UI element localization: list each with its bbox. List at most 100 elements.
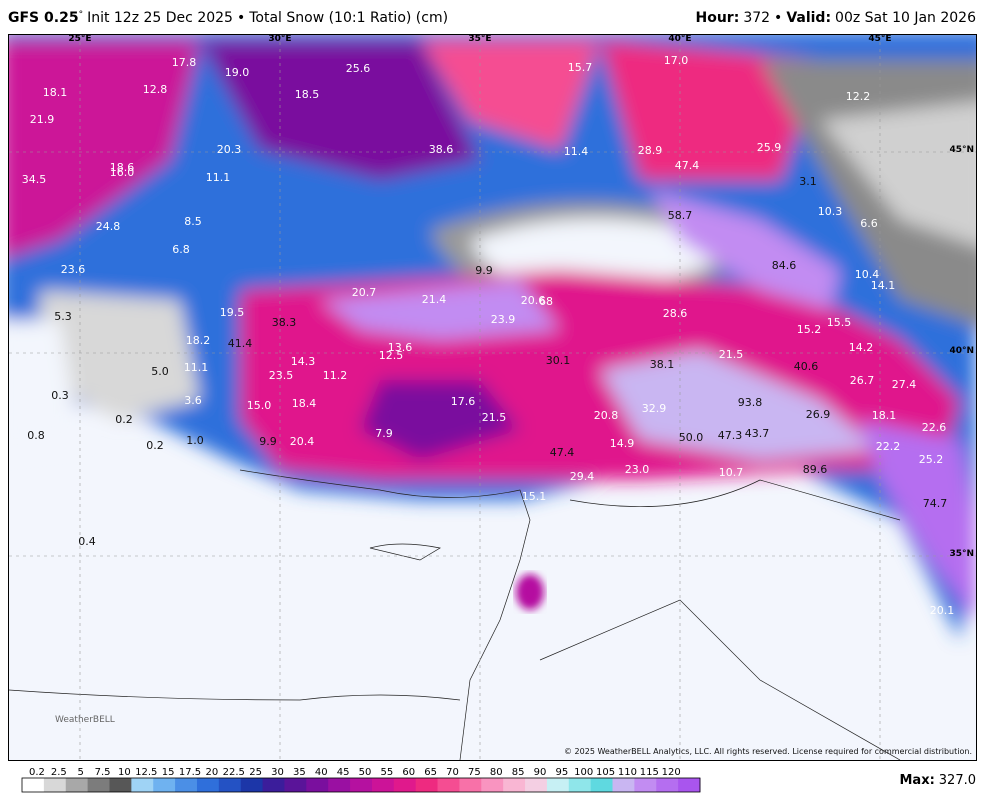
colorbar-label: 100: [574, 767, 593, 778]
point-label: 15.5: [827, 316, 852, 329]
point-label: 47.3: [718, 429, 743, 442]
point-label: 18.5: [295, 88, 320, 101]
point-label: 18.1: [872, 409, 897, 422]
colorbar-label: 5: [77, 767, 83, 778]
colorbar-label: 7.5: [95, 767, 111, 778]
colorbar-label: 35: [293, 767, 306, 778]
point-label: 74.7: [923, 497, 948, 510]
colorbar-cell: [196, 778, 220, 792]
colorbar-label: 30: [271, 767, 284, 778]
point-label: 27.4: [892, 378, 917, 391]
colorbar-cell: [546, 778, 570, 792]
colorbar-label: 25: [249, 767, 262, 778]
colorbar-label: 85: [512, 767, 525, 778]
point-label: 29.4: [570, 470, 595, 483]
point-label: 7.9: [375, 427, 393, 440]
lat-label: 40°N: [949, 346, 974, 356]
colorbar-label: 20: [206, 767, 219, 778]
colorbar-cell: [328, 778, 351, 792]
point-label: 15.7: [568, 61, 593, 74]
colorbar-label: 80: [490, 767, 503, 778]
point-label: 15.0: [247, 399, 272, 412]
point-label: 9.9: [475, 264, 493, 277]
colorbar-label: 115: [640, 767, 659, 778]
colorbar-cell: [678, 778, 701, 792]
colorbar-label: 55: [381, 767, 394, 778]
max: Max: 327.0: [899, 773, 976, 788]
point-label: 10.4: [855, 268, 880, 281]
point-label: 23.0: [625, 463, 650, 476]
point-label: 58.7: [668, 209, 693, 222]
point-label: 25.6: [346, 62, 371, 75]
point-label: 15.1: [522, 490, 547, 503]
colorbar-label: 40: [315, 767, 328, 778]
colorbar-label: 2.5: [51, 767, 67, 778]
colorbar-cell: [590, 778, 614, 792]
point-label: 20.8: [594, 409, 619, 422]
header-left: GFS 0.25° Init 12z 25 Dec 2025 • Total Snow…: [8, 10, 448, 26]
point-label: 14.1: [871, 279, 896, 292]
hour: 372: [743, 10, 770, 26]
point-label: 25.9: [757, 141, 782, 154]
colorbar-cell: [22, 778, 45, 792]
point-label: 0.8: [27, 429, 45, 442]
colorbar-cell: [656, 778, 679, 792]
model: GFS 0.25: [8, 10, 79, 26]
point-label: 20.7: [352, 286, 377, 299]
point-label: 47.4: [550, 446, 575, 459]
map-frame: [8, 34, 977, 761]
point-label: 17.6: [451, 395, 476, 408]
point-label: 18.2: [186, 334, 211, 347]
colorbar-label: 15: [162, 767, 175, 778]
point-label: 20.3: [217, 143, 242, 156]
point-label: 14.2: [849, 341, 874, 354]
point-label: 21.5: [482, 411, 507, 424]
colorbar-cell: [503, 778, 526, 792]
colorbar-label: 17.5: [179, 767, 201, 778]
valid-label: Valid:: [786, 10, 831, 26]
colorbar-cell: [175, 778, 198, 792]
colorbar-label: 0.2: [29, 767, 45, 778]
colorbar-cell: [306, 778, 329, 792]
colorbar-cell: [634, 778, 657, 792]
point-label: 43.7: [745, 427, 770, 440]
point-label: 38.3: [272, 316, 297, 329]
point-label: 0.2: [115, 413, 133, 426]
point-label: 34.5: [22, 173, 47, 186]
lon-label: 40°E: [668, 34, 691, 44]
point-label: 20.4: [290, 435, 315, 448]
colorbar-label: 60: [402, 767, 415, 778]
map: 25°E 30°E 35°E 40°E 45°E 45°N 40°N 35°N 17.8 19.0…: [9, 34, 976, 760]
logo: WeatherBELL: [55, 715, 115, 725]
header-right: Hour: 372 • Valid: 00z Sat 10 Jan 2026: [696, 10, 977, 26]
colorbar-label: 95: [555, 767, 568, 778]
point-label: 11.1: [184, 361, 209, 374]
colorbar-cell: [109, 778, 132, 792]
valid: 00z Sat 10 Jan 2026: [835, 10, 976, 26]
point-label: 6.6: [860, 217, 878, 230]
point-label: 14.3: [291, 355, 316, 368]
lat-label: 35°N: [949, 549, 974, 559]
hour-label: Hour:: [696, 10, 740, 26]
colorbar-cell: [612, 778, 635, 792]
separator: •: [774, 10, 782, 26]
point-label: 26.7: [850, 374, 875, 387]
point-label: 25.2: [919, 453, 944, 466]
point-label: 30.1: [546, 354, 571, 367]
point-label: 0.2: [146, 439, 164, 452]
degree: °: [79, 10, 84, 20]
point-label: 12.8: [143, 83, 168, 96]
point-label: 93.8: [738, 396, 763, 409]
point-label: 6.8: [172, 243, 190, 256]
max-label: Max:: [899, 773, 934, 788]
colorbar-label: 12.5: [135, 767, 157, 778]
point-label: 5.3: [54, 310, 72, 323]
point-label: 9.9: [259, 435, 277, 448]
point-label: 38.6: [429, 143, 454, 156]
lon-label: 25°E: [68, 34, 91, 44]
point-label: 1.0: [186, 434, 204, 447]
point-label: 84.6: [772, 259, 797, 272]
point-label: 13.6: [388, 341, 413, 354]
colorbar-cell: [437, 778, 460, 792]
